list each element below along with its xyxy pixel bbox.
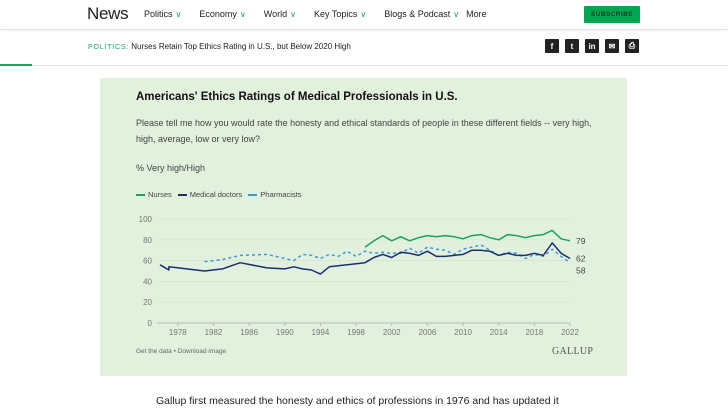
gallup-logo: GALLUP xyxy=(552,346,594,357)
end-label: 58 xyxy=(576,266,586,276)
nav-economy[interactable]: Economy ∨ xyxy=(199,9,245,19)
nav-label: Key Topics xyxy=(313,9,358,19)
nav-label: Economy xyxy=(199,9,237,19)
end-label: 79 xyxy=(576,236,586,246)
y-tick-label: 20 xyxy=(143,298,152,307)
nav-politics[interactable]: Politics ∨ xyxy=(144,9,181,19)
site-header: News Politics ∨ Economy ∨ World ∨ Key Topic… xyxy=(0,0,728,30)
article-paragraph: Gallup first measured the honesty and et… xyxy=(156,395,559,407)
article-headline: Nurses Retain Top Ethics Rating in U.S.,… xyxy=(131,42,351,51)
y-tick-label: 40 xyxy=(143,277,152,286)
x-tick-label: 1982 xyxy=(205,328,223,337)
main-nav: Politics ∨ Economy ∨ World ∨ Key Topics ∨ Bl… xyxy=(144,9,505,19)
article-bar: POLITICS: Nurses Retain Top Ethics Ratin… xyxy=(0,31,728,66)
nav-label: Blogs & Podcast xyxy=(384,9,451,19)
share-bar: f t in ✉ ⎙ xyxy=(545,39,639,53)
x-tick-label: 1998 xyxy=(347,328,365,337)
x-tick-label: 2002 xyxy=(383,328,401,337)
nav-key-topics[interactable]: Key Topics ∨ xyxy=(314,9,366,19)
chart-subtitle: Please tell me how you would rate the ho… xyxy=(136,118,592,144)
article-kicker: POLITICS: Nurses Retain Top Ethics Ratin… xyxy=(88,42,351,51)
nav-more[interactable]: More xyxy=(466,9,487,19)
site-logo[interactable]: News xyxy=(87,4,129,23)
x-tick-label: 1986 xyxy=(240,328,258,337)
chevron-down-icon: ∨ xyxy=(360,10,367,19)
x-tick-label: 2022 xyxy=(561,328,579,337)
x-tick-label: 2018 xyxy=(525,328,543,337)
nav-blogs-podcast[interactable]: Blogs & Podcast ∨ xyxy=(384,9,459,19)
x-tick-label: 1990 xyxy=(276,328,294,337)
chevron-down-icon: ∨ xyxy=(175,10,182,19)
reading-progress xyxy=(0,64,32,66)
nav-label: World xyxy=(263,9,288,19)
chart-legend: Nurses Medical doctors Pharmacists xyxy=(136,190,302,199)
x-tick-label: 2014 xyxy=(490,328,508,337)
y-tick-label: 60 xyxy=(143,257,152,266)
section-label[interactable]: POLITICS: xyxy=(88,44,130,51)
x-tick-label: 1978 xyxy=(169,328,187,337)
x-tick-label: 2010 xyxy=(454,328,472,337)
linkedin-icon[interactable]: in xyxy=(585,39,599,53)
y-axis-label: % Very high/High xyxy=(136,163,206,173)
email-icon[interactable]: ✉ xyxy=(605,39,619,53)
series-line-medical-doctors xyxy=(159,242,571,275)
line-chart: 0 20 40 60 80 100 1978 1982 1986 1990 1994 1998 2002… xyxy=(139,215,586,337)
legend-pharmacists: Pharmacists xyxy=(248,190,302,199)
series-line-pharmacists xyxy=(204,244,571,264)
series-line-nurses xyxy=(364,229,571,248)
twitter-icon[interactable]: t xyxy=(565,39,579,53)
legend-nurses: Nurses xyxy=(136,190,172,199)
y-tick-label: 80 xyxy=(143,236,152,245)
x-tick-label: 1994 xyxy=(312,328,330,337)
legend-medical-doctors: Medical doctors xyxy=(177,190,242,199)
x-tick-label: 2006 xyxy=(418,328,436,337)
print-icon[interactable]: ⎙ xyxy=(625,39,639,53)
nav-label: Politics xyxy=(144,9,173,19)
y-tick-label: 100 xyxy=(139,215,153,224)
chevron-down-icon: ∨ xyxy=(453,10,460,19)
chart-panel: Americans' Ethics Ratings of Medical Pro… xyxy=(100,78,627,376)
chevron-down-icon: ∨ xyxy=(239,10,246,19)
chart-footer-links[interactable]: Get the data • Download image xyxy=(136,348,227,355)
chevron-down-icon: ∨ xyxy=(290,10,296,19)
subscribe-button[interactable]: SUBSCRIBE xyxy=(584,6,640,23)
chart-title: Americans' Ethics Ratings of Medical Pro… xyxy=(136,91,458,103)
end-label: 62 xyxy=(576,254,586,264)
nav-world[interactable]: World ∨ xyxy=(264,9,296,19)
y-tick-label: 0 xyxy=(148,319,153,328)
facebook-icon[interactable]: f xyxy=(545,39,559,53)
